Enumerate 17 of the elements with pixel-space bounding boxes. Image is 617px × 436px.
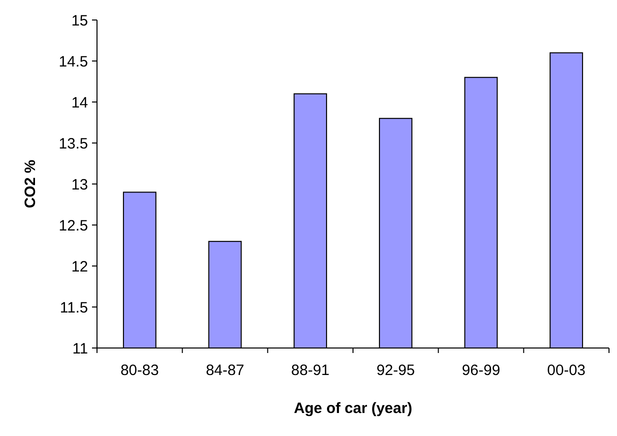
x-axis-title: Age of car (year) bbox=[294, 400, 412, 417]
x-tick-label: 88-91 bbox=[291, 362, 330, 379]
x-tick-label: 92-95 bbox=[376, 362, 415, 379]
y-tick-label: 14 bbox=[71, 94, 88, 112]
y-axis-title: CO2 % bbox=[22, 160, 39, 208]
y-tick-label: 12.5 bbox=[58, 217, 88, 234]
y-tick-label: 14.5 bbox=[58, 53, 88, 70]
y-tick-label: 15 bbox=[71, 12, 88, 30]
x-tick-label: 96-99 bbox=[462, 362, 500, 379]
y-tick-label: 13.5 bbox=[58, 135, 88, 152]
y-tick-label: 13 bbox=[71, 176, 88, 194]
y-tick-label: 11.5 bbox=[60, 299, 88, 316]
y-tick-label: 12 bbox=[71, 258, 88, 276]
x-tick-label: 00-03 bbox=[547, 362, 586, 379]
y-tick-label: 11 bbox=[72, 340, 88, 358]
x-tick-label: 80-83 bbox=[120, 362, 159, 379]
x-tick-label: 84-87 bbox=[206, 362, 244, 379]
